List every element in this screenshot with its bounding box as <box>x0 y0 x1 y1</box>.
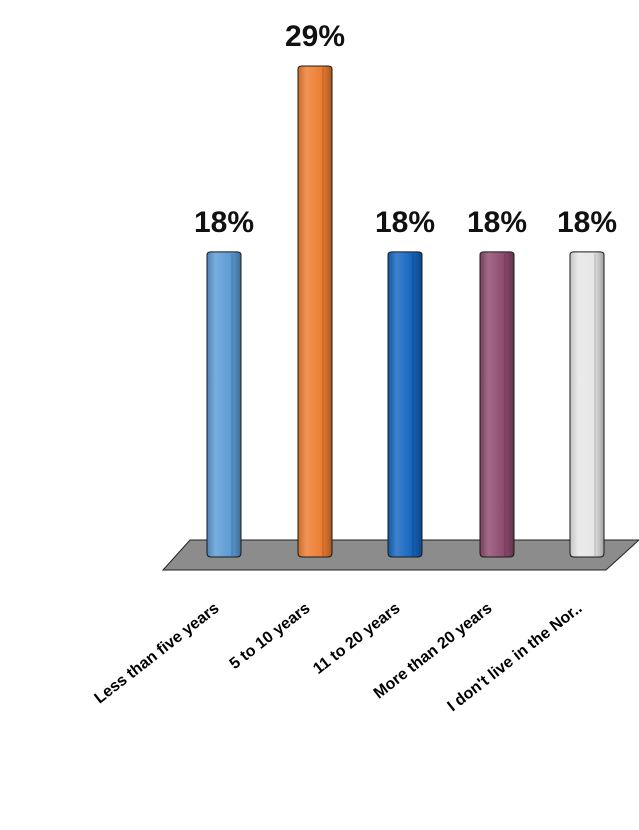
category-label: 5 to 10 years <box>227 600 314 673</box>
bar-body <box>569 251 605 558</box>
bar-body <box>387 251 423 558</box>
bar <box>569 251 605 558</box>
bar <box>297 65 333 558</box>
value-label: 18% <box>557 206 617 239</box>
value-label: 18% <box>467 206 527 239</box>
bar <box>387 251 423 558</box>
bar-body <box>297 65 333 558</box>
bar <box>206 251 242 558</box>
category-label: 11 to 20 years <box>310 600 403 678</box>
value-label: 18% <box>194 206 254 239</box>
value-label: 18% <box>375 206 435 239</box>
category-label: Less than five years <box>91 600 222 708</box>
value-label: 29% <box>285 20 345 53</box>
bar-body <box>206 251 242 558</box>
bar-body <box>479 251 515 558</box>
bar <box>479 251 515 558</box>
